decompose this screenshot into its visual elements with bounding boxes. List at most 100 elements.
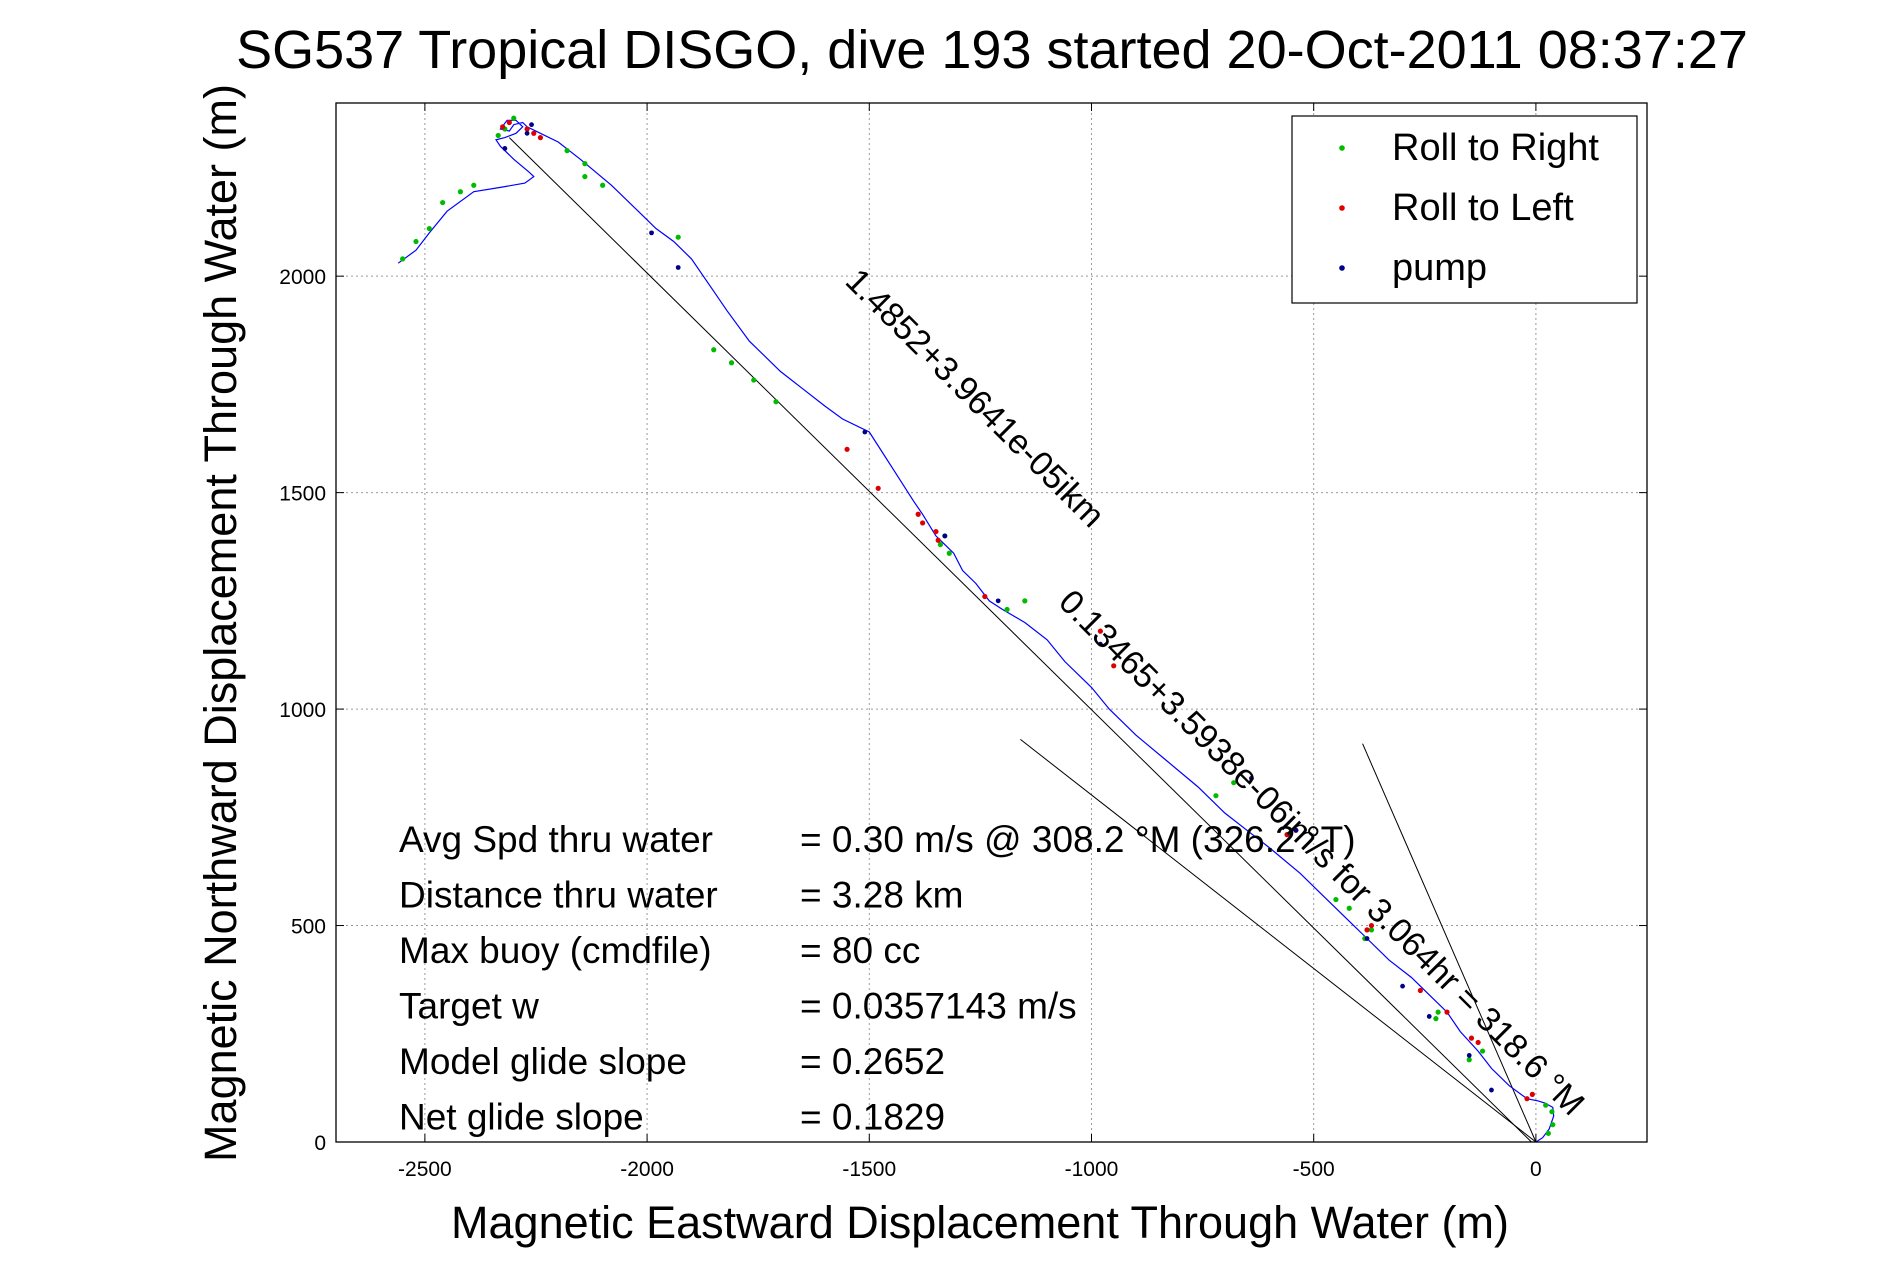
roll-right-point [711,347,717,353]
pump-point [529,122,534,128]
roll-right-point [511,115,517,121]
chart-title: SG537 Tropical DISGO, dive 193 started 2… [236,20,1748,80]
roll-right-point [751,377,757,383]
roll-left-point [500,124,506,130]
x-tick-label: -1500 [842,1158,896,1181]
x-tick-label: -1000 [1065,1158,1119,1181]
track [397,119,1555,1143]
legend: Roll to Right Roll to Left pump [1291,115,1638,304]
stat-label: Distance thru water [399,875,718,916]
roll-right-point [1333,896,1339,903]
roll-right-point [600,182,606,188]
roll-left-point [1417,987,1423,994]
legend-marker [1339,265,1345,271]
stats-block: Avg Spd thru water = 0.30 m/s @ 308.2 °M … [399,819,1356,1138]
y-tick-label: 2000 [279,266,326,289]
pump-point [524,130,530,136]
roll-right-point [1479,1048,1486,1054]
roll-left-point [844,446,850,452]
roll-left-point [982,593,988,600]
legend-label: Roll to Left [1392,187,1574,229]
pump-point [649,230,654,236]
stat-value: = 0.0357143 m/s [800,986,1077,1027]
stat-value: = 0.1829 [800,1097,945,1138]
roll-right-point [1231,780,1237,786]
pump-point [502,146,508,151]
roll-left-point [1368,922,1375,929]
roll-right-point [564,148,570,154]
track-line [397,119,1555,1143]
roll-right-point [400,256,406,262]
stat-value: = 0.2652 [800,1041,945,1082]
vector-lines [508,137,1537,1143]
roll-right-point [1346,905,1352,911]
pump-point [942,533,948,539]
stat-label: Target w [399,986,539,1027]
roll-right-point [1549,1109,1555,1115]
roll-right-point [1543,1102,1549,1108]
legend-label: pump [1392,247,1487,289]
pump-point [1400,983,1405,989]
pump-point [1097,641,1103,647]
roll-right-point [1466,1057,1472,1063]
pump-point [1489,1087,1494,1093]
roll-right-point [1435,1009,1441,1015]
legend-marker [1339,145,1345,151]
pump-point [1249,775,1254,781]
roll-left-point [1475,1039,1481,1046]
pump-point [1293,827,1299,833]
x-tick-label: -2500 [398,1158,452,1181]
roll-right-point [457,189,464,195]
pump-point [862,429,868,435]
roll-left-point [1524,1096,1530,1102]
roll-right-point [1022,598,1028,604]
vector-line [1362,743,1537,1143]
roll-right-point [440,199,446,206]
x-ticks: -2500 -2000 -1500 -1000 -500 0 [398,103,1542,1181]
roll-left-point [875,485,881,491]
y-tick-label: 1500 [279,483,326,506]
roll-right-point [495,132,501,139]
roll-right-point [582,161,588,167]
x-tick-label: 0 [1530,1158,1542,1181]
roll-left-point [935,537,941,543]
stat-value: = 3.28 km [800,875,964,916]
x-tick-label: -500 [1293,1158,1335,1181]
stat-value: = 80 cc [800,930,920,971]
roll-left-point [537,135,544,141]
roll-left-point [1111,663,1117,669]
plot-frame [335,102,1648,1143]
roll-right-point [471,182,477,188]
roll-left-point [915,511,921,517]
pump-point [675,265,681,270]
roll-left-point [1468,1035,1475,1041]
pump-point [1466,1053,1472,1058]
legend-marker [1339,205,1345,211]
roll-left-point [1364,927,1370,933]
roll-right-point [946,550,952,556]
roll-right-point [1213,793,1219,799]
roll-right-point [1368,927,1375,933]
markers [400,115,1556,1136]
y-tick-label: 0 [314,1132,326,1155]
roll-left-point [920,520,926,526]
roll-left-point [1097,628,1103,634]
roll-right-point [773,399,779,405]
roll-right-point [1004,606,1010,613]
roll-right-point [1550,1122,1556,1128]
y-tick-label: 500 [291,916,326,939]
y-tick-label: 1000 [279,699,326,722]
roll-left-point [506,119,512,126]
roll-right-point [413,238,419,245]
roll-right-point [728,360,735,366]
y-axis-label: Magnetic Northward Displacement Through … [195,84,246,1162]
roll-left-point [933,528,939,535]
pump-point [995,598,1001,604]
roll-left-point [1444,1009,1450,1015]
stat-label: Net glide slope [399,1097,644,1138]
roll-right-point [1433,1016,1439,1022]
stat-label: Model glide slope [399,1041,687,1082]
roll-left-point [1284,832,1290,838]
legend-box [1291,115,1638,304]
